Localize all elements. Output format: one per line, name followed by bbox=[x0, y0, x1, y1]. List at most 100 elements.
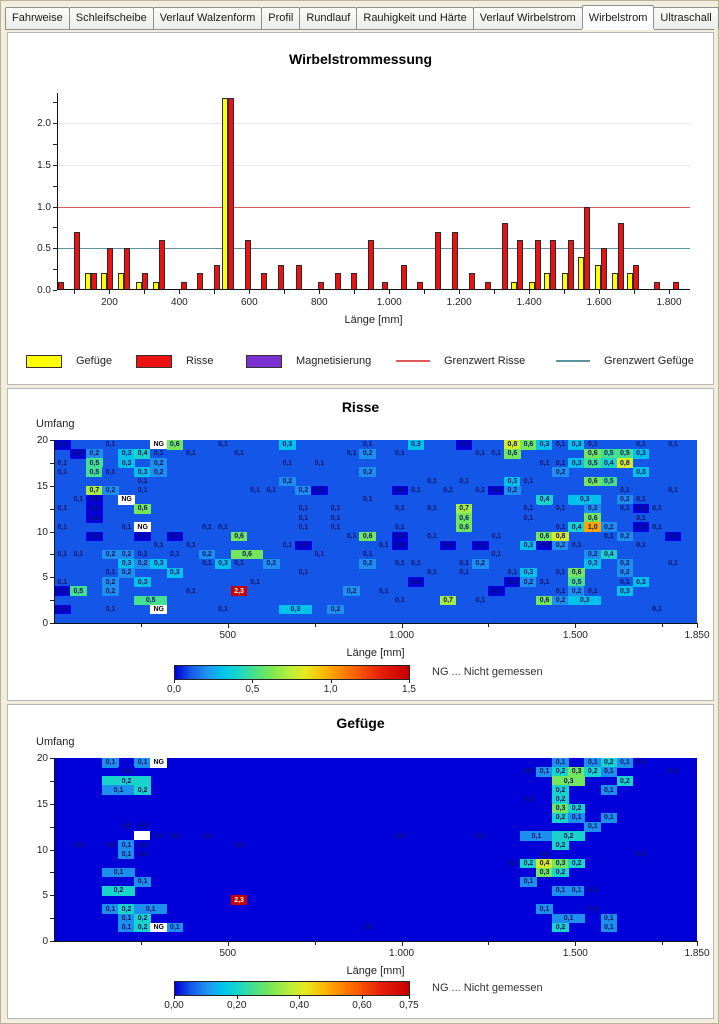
heatmap-cell: 0,0 bbox=[295, 540, 312, 551]
heatmap-cell: 0,2 bbox=[504, 485, 521, 496]
heatmap-cell: 0,5 bbox=[616, 449, 634, 459]
tab-verlauf-walzenform[interactable]: Verlauf Walzenform bbox=[152, 7, 263, 29]
y-axis-tick bbox=[50, 780, 54, 782]
bar-risse bbox=[107, 248, 114, 290]
tab-verlauf-wirbelstrom[interactable]: Verlauf Wirbelstrom bbox=[472, 7, 583, 29]
y-axis-tick bbox=[50, 758, 54, 759]
heatmap-cell: 0,0 bbox=[536, 540, 553, 551]
heatmap-cell: 0,0 bbox=[471, 540, 489, 551]
y-axis-tick-label: 15 bbox=[36, 480, 48, 492]
bar-risse bbox=[600, 248, 607, 290]
heatmap-cell: 0,0 bbox=[632, 849, 650, 860]
heatmap-cell: 0,0 bbox=[488, 586, 505, 597]
heatmap-cell: 0,1 bbox=[600, 531, 618, 542]
heatmap-cell: 0,0 bbox=[166, 531, 184, 542]
tab-fahrweise[interactable]: Fahrweise bbox=[5, 7, 70, 29]
heatmap-cell: 0,1 bbox=[182, 540, 200, 551]
heatmap-cell: 0,2 bbox=[359, 449, 376, 459]
y-axis-tick bbox=[50, 918, 54, 920]
heatmap-cell: 0,3 bbox=[407, 440, 425, 450]
x-axis-tick bbox=[575, 623, 577, 628]
tab-rundlauf[interactable]: Rundlauf bbox=[299, 7, 358, 29]
heatmap-cell: 0,0 bbox=[504, 577, 521, 587]
tab-ultraschall[interactable]: Ultraschall bbox=[653, 7, 719, 29]
heatmap-cell: 0,1 bbox=[600, 922, 618, 933]
heatmap-cell: 0,1 bbox=[295, 522, 312, 532]
heatmap-cell: 0,1 bbox=[102, 440, 119, 450]
y-axis-tick-label: 10 bbox=[36, 844, 48, 856]
tab-wirbelstrom[interactable]: Wirbelstrom bbox=[581, 5, 655, 29]
heatmap-cell: 0,1 bbox=[359, 494, 376, 505]
x-axis-tick bbox=[319, 290, 321, 294]
heatmap-cell-ng: NG bbox=[150, 440, 167, 450]
heatmap-cell: 0,1 bbox=[391, 449, 409, 459]
x-axis-tick-label: 500 bbox=[219, 948, 237, 959]
tab-leistung[interactable]: Leistung bbox=[717, 7, 719, 29]
heatmap-cell: 0,1 bbox=[648, 522, 666, 532]
heatmap-cell: 0,1 bbox=[375, 540, 393, 551]
heatmap-cell: 0,6 bbox=[584, 476, 602, 487]
colorbar-tick-label: 0,40 bbox=[289, 1000, 310, 1011]
heatmap-cell: 0,1 bbox=[552, 504, 569, 514]
colorbar bbox=[174, 665, 410, 680]
colorbar-tick bbox=[330, 680, 332, 683]
heatmap-cell: 0,2 bbox=[552, 540, 569, 551]
y-axis-tick-label: 1.5 bbox=[37, 159, 51, 171]
heatmap-cell: 0,2 bbox=[102, 776, 151, 786]
heatmap-cell: 0,3 bbox=[568, 595, 602, 606]
y-axis-tick bbox=[50, 554, 54, 556]
heatmap-cell: 0,0 bbox=[134, 531, 151, 542]
tab-schleifscheibe[interactable]: Schleifscheibe bbox=[68, 7, 154, 29]
y-axis-tick-label: 5 bbox=[42, 572, 48, 584]
heatmap-cell: 0,1 bbox=[664, 558, 682, 569]
colorbar-tick-label: 0,75 bbox=[399, 1000, 419, 1011]
heatmap-cell: 0,2 bbox=[118, 568, 135, 578]
heatmap-cell: 0,3 bbox=[166, 568, 184, 578]
x-axis-tick bbox=[697, 623, 698, 628]
heatmap-cell: 0,1 bbox=[118, 522, 135, 532]
heatmap-cell: 0,4 bbox=[568, 522, 585, 532]
heatmap-cell: 0,0 bbox=[150, 831, 167, 841]
tab-profil[interactable]: Profil bbox=[261, 7, 301, 29]
heatmap-cell: 0,1 bbox=[198, 558, 216, 569]
heatmap-cell: 0,2 bbox=[616, 531, 634, 542]
heatmap-cell: 0,4 bbox=[134, 449, 151, 459]
x-axis-tick bbox=[634, 290, 636, 294]
heatmap-cell: 0,4 bbox=[600, 458, 618, 468]
heatmap-cell: 0,1 bbox=[230, 558, 248, 569]
heatmap-cell: 0,1 bbox=[198, 522, 216, 532]
y-axis-tick bbox=[50, 462, 54, 464]
heatmap-cell: 0,3 bbox=[520, 540, 537, 551]
heatmap-cell: 0,1 bbox=[423, 504, 441, 514]
heatmap-cell: 0,0 bbox=[54, 440, 71, 450]
y-axis-tick bbox=[53, 164, 57, 166]
heatmap-cell: 0,2 bbox=[471, 558, 489, 569]
legend-label: Magnetisierung bbox=[296, 355, 372, 367]
x-axis-tick-label: 1.600 bbox=[586, 297, 612, 308]
y-axis-tick bbox=[50, 440, 54, 441]
colorbar-tick bbox=[409, 996, 410, 999]
heatmap-cell: 0,0 bbox=[632, 522, 650, 532]
heatmap-cell: 0,2 bbox=[568, 586, 585, 597]
tab-rauhigkeit-und-h-rte[interactable]: Rauhigkeit und Härte bbox=[356, 7, 474, 29]
heatmap-cell: 0,1 bbox=[568, 812, 585, 823]
heatmap-cell-ng: NG bbox=[150, 604, 167, 615]
heatmap-cell: 0,2 bbox=[568, 803, 585, 814]
heatmap-cell: 0,1 bbox=[166, 922, 184, 933]
heatmap-cell: 0,1 bbox=[391, 522, 409, 532]
heatmap-cell: 0,0 bbox=[134, 822, 151, 832]
heatmap-cell: 0,1 bbox=[584, 586, 602, 597]
heatmap-cell: 0,3 bbox=[568, 767, 585, 777]
bar-risse bbox=[351, 273, 358, 290]
heatmap-cell: 0,1 bbox=[632, 440, 650, 450]
heatmap-cell: 0,1 bbox=[134, 485, 151, 496]
heatmap-cell: 0,3 bbox=[536, 440, 553, 450]
heatmap-cell: 0,1 bbox=[600, 913, 618, 924]
heatmap-cell: 0,1 bbox=[520, 513, 537, 523]
legend-item-grenzwert-risse: Grenzwert Risse bbox=[396, 353, 525, 369]
heatmap-cell: 0,1 bbox=[600, 812, 618, 823]
colorbar-tick bbox=[409, 680, 410, 683]
heatmap-cell: 0,2 bbox=[198, 549, 216, 560]
heatmap-cell: 0,2 bbox=[584, 767, 602, 777]
